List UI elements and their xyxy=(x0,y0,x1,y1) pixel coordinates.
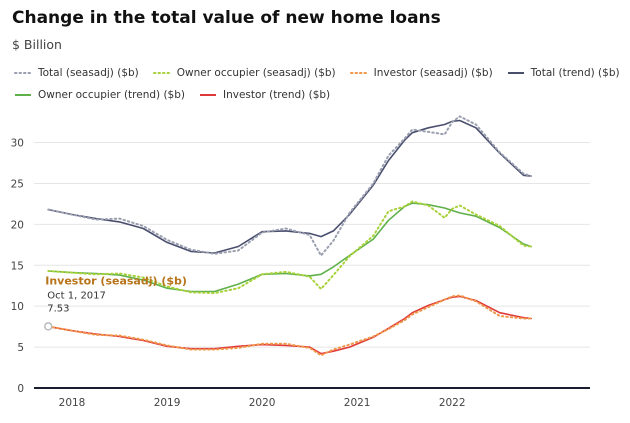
legend-swatch-investor-seasadj xyxy=(349,72,368,74)
legend-label-investor-trend: Investor (trend) ($b) xyxy=(223,89,331,101)
legend-row-1: Total (seasadj) ($b) Owner occupier (sea… xyxy=(14,62,620,84)
legend-item-investor-seasadj[interactable]: Investor (seasadj) ($b) xyxy=(349,67,493,79)
legend-swatch-total-seasadj xyxy=(14,72,32,74)
x-tick-label: 2018 xyxy=(59,397,86,409)
legend-swatch-investor-trend xyxy=(200,94,216,96)
y-tick-label: 25 xyxy=(11,178,24,190)
legend-item-total-seasadj[interactable]: Total (seasadj) ($b) xyxy=(14,67,139,79)
legend-row-2: Owner occupier (trend) ($b) Investor (tr… xyxy=(14,84,614,106)
tooltip-value: 7.53 xyxy=(47,303,69,314)
tooltip-marker xyxy=(44,322,53,331)
legend-label-total-seasadj: Total (seasadj) ($b) xyxy=(38,67,139,79)
legend-swatch-total-trend xyxy=(507,72,524,74)
x-tick-label: 2021 xyxy=(344,397,371,409)
y-tick-label: 15 xyxy=(11,260,24,272)
legend-swatch-owner-seasadj xyxy=(152,72,171,74)
series-line xyxy=(47,119,532,254)
series-line xyxy=(47,294,533,357)
series-line xyxy=(47,202,532,293)
x-tick-label: 2020 xyxy=(249,397,276,409)
legend-item-owner-seasadj[interactable]: Owner occupier (seasadj) ($b) xyxy=(152,67,336,79)
y-tick-label: 0 xyxy=(17,383,24,395)
legend-label-owner-trend: Owner occupier (trend) ($b) xyxy=(38,89,185,101)
y-tick-label: 30 xyxy=(11,138,24,150)
y-tick-label: 20 xyxy=(11,219,24,231)
y-tick-label: 10 xyxy=(11,301,24,313)
chart-title: Change in the total value of new home lo… xyxy=(12,8,441,28)
series-line xyxy=(47,115,533,257)
legend-swatch-owner-trend xyxy=(15,94,31,96)
chart-subtitle: $ Billion xyxy=(12,37,62,52)
legend-item-owner-trend[interactable]: Owner occupier (trend) ($b) xyxy=(14,89,185,101)
x-tick-label: 2022 xyxy=(439,397,466,409)
legend-item-total-trend[interactable]: Total (trend) ($b) xyxy=(507,67,620,79)
x-tick-label: 2019 xyxy=(154,397,181,409)
series-layer xyxy=(47,115,533,357)
legend-label-total-trend: Total (trend) ($b) xyxy=(530,67,620,79)
series-line xyxy=(47,200,533,295)
legend-label-owner-seasadj: Owner occupier (seasadj) ($b) xyxy=(176,67,336,79)
chart-legend: Total (seasadj) ($b) Owner occupier (sea… xyxy=(14,62,620,106)
tooltip: Investor (seasadj) ($b) Oct 1, 2017 7.53 xyxy=(44,274,187,331)
legend-label-investor-seasadj: Investor (seasadj) ($b) xyxy=(373,67,493,79)
tooltip-series-label: Investor (seasadj) ($b) xyxy=(45,274,187,287)
tooltip-date: Oct 1, 2017 xyxy=(47,290,106,301)
legend-item-investor-trend[interactable]: Investor (trend) ($b) xyxy=(199,89,330,101)
y-tick-label: 5 xyxy=(17,342,24,354)
